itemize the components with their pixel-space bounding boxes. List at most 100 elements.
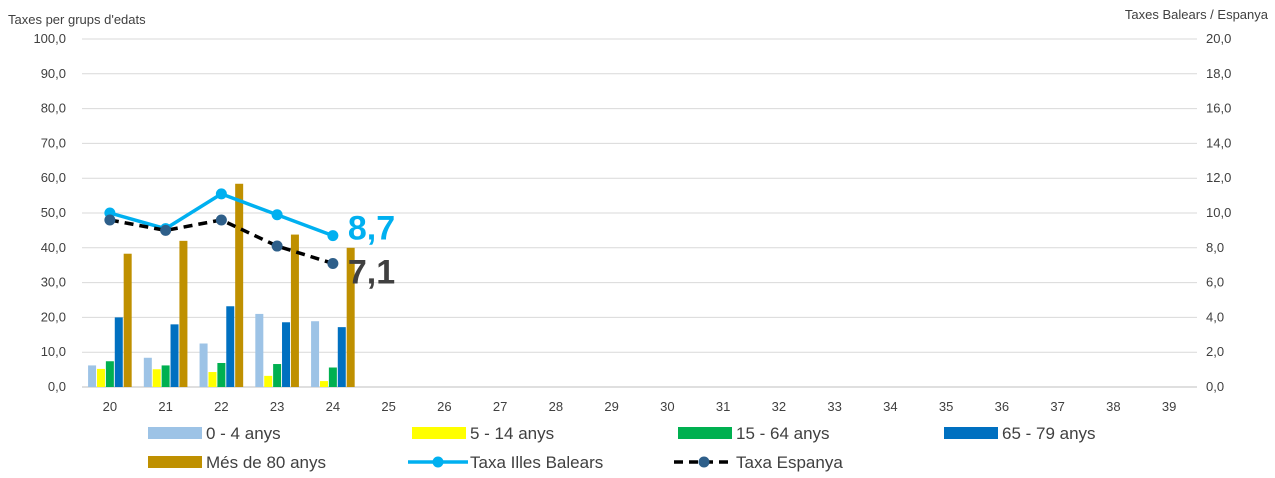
y-right-tick-label: 20,0 (1206, 31, 1231, 46)
bar (114, 317, 123, 387)
bars (88, 183, 355, 387)
y-right-axis-title: Taxes Balears / Espanya (1125, 7, 1269, 22)
bar (170, 324, 179, 387)
legend-label: 0 - 4 anys (206, 424, 281, 443)
x-tick-label: 29 (604, 399, 618, 414)
bar (328, 367, 337, 387)
bar (88, 365, 97, 387)
legend-marker (698, 456, 710, 468)
series-point (271, 240, 283, 252)
y-right-tick-label: 12,0 (1206, 170, 1231, 185)
legend-label: Taxa Illes Balears (470, 453, 603, 472)
bar (161, 365, 170, 387)
x-tick-label: 25 (381, 399, 395, 414)
x-tick-label: 30 (660, 399, 674, 414)
x-tick-label: 38 (1106, 399, 1120, 414)
series-point (160, 224, 172, 236)
bar (264, 375, 273, 387)
x-tick-label: 26 (437, 399, 451, 414)
series-point (104, 214, 116, 226)
y-right-tick-label: 14,0 (1206, 135, 1231, 150)
y-right-tick-label: 0,0 (1206, 379, 1224, 394)
legend-label: 5 - 14 anys (470, 424, 554, 443)
bar (235, 183, 244, 387)
series-line (109, 218, 334, 266)
y-right-tick-label: 2,0 (1206, 344, 1224, 359)
data-label: 8,7 (348, 210, 395, 248)
bar (199, 343, 208, 387)
x-tick-label: 28 (549, 399, 563, 414)
bar (319, 381, 328, 387)
y-left-tick-label: 20,0 (41, 309, 66, 324)
legend-swatch (678, 427, 732, 439)
bar (105, 361, 114, 387)
bar (143, 357, 152, 387)
y-left-tick-label: 40,0 (41, 240, 66, 255)
annotations: 8,77,1 (348, 210, 395, 292)
x-tick-label: 31 (716, 399, 730, 414)
x-tick-label: 22 (214, 399, 228, 414)
y-left-tick-label: 30,0 (41, 275, 66, 290)
y-right-tick-label: 8,0 (1206, 240, 1224, 255)
y-right-tick-label: 18,0 (1206, 66, 1231, 81)
bar (337, 327, 346, 387)
grid (82, 38, 1197, 388)
data-label: 7,1 (348, 253, 395, 291)
series-point (271, 209, 283, 221)
bar (282, 322, 291, 387)
series-point (215, 214, 227, 226)
bar (311, 321, 320, 387)
legend-swatch (944, 427, 998, 439)
bar (273, 364, 282, 387)
x-tick-label: 33 (827, 399, 841, 414)
y-right-tick-label: 16,0 (1206, 101, 1231, 116)
bar (226, 306, 235, 387)
bar (123, 253, 132, 387)
bar (208, 372, 217, 387)
series-point (327, 257, 339, 269)
x-tick-label: 20 (103, 399, 117, 414)
bar (152, 369, 161, 387)
y-left-axis-title: Taxes per grups d'edats (8, 12, 146, 27)
series-point (327, 230, 339, 242)
y-right-tick-label: 4,0 (1206, 309, 1224, 324)
y-left-tick-label: 10,0 (41, 344, 66, 359)
x-tick-label: 21 (158, 399, 172, 414)
bar (290, 234, 299, 387)
y-right-tick-label: 10,0 (1206, 205, 1231, 220)
legend-label: 15 - 64 anys (736, 424, 830, 443)
bar (179, 240, 188, 387)
x-tick-label: 27 (493, 399, 507, 414)
x-tick-label: 37 (1050, 399, 1064, 414)
y-left-tick-label: 0,0 (48, 379, 66, 394)
x-tick-label: 24 (326, 399, 340, 414)
legend-swatch (412, 427, 466, 439)
bar (346, 247, 355, 387)
x-tick-label: 34 (883, 399, 897, 414)
y-left-tick-label: 60,0 (41, 170, 66, 185)
legend: 0 - 4 anys 5 - 14 anys 15 - 64 anys 65 - 79… (148, 424, 1096, 472)
x-tick-label: 39 (1162, 399, 1176, 414)
legend-label: 65 - 79 anys (1002, 424, 1096, 443)
x-tick-label: 35 (939, 399, 953, 414)
bar (255, 313, 264, 387)
y-left-tick-label: 100,0 (33, 31, 66, 46)
x-tick-label: 32 (772, 399, 786, 414)
bar (96, 368, 105, 387)
legend-marker (432, 456, 444, 468)
x-tick-label: 36 (995, 399, 1009, 414)
legend-label: Més de 80 anys (206, 453, 326, 472)
x-tick-label: 23 (270, 399, 284, 414)
ticks: 0,0 0,0 10,0 2,0 20,0 4,0 30,0 6,0 40,0 8,0 50,0 10… (33, 31, 1231, 414)
y-left-tick-label: 80,0 (41, 101, 66, 116)
bar (217, 362, 226, 387)
legend-swatch (148, 456, 202, 468)
y-left-tick-label: 70,0 (41, 135, 66, 150)
legend-swatch (148, 427, 202, 439)
lines (104, 188, 339, 269)
y-right-tick-label: 6,0 (1206, 275, 1224, 290)
y-left-tick-label: 50,0 (41, 205, 66, 220)
legend-label: Taxa Espanya (736, 453, 843, 472)
y-left-tick-label: 90,0 (41, 66, 66, 81)
